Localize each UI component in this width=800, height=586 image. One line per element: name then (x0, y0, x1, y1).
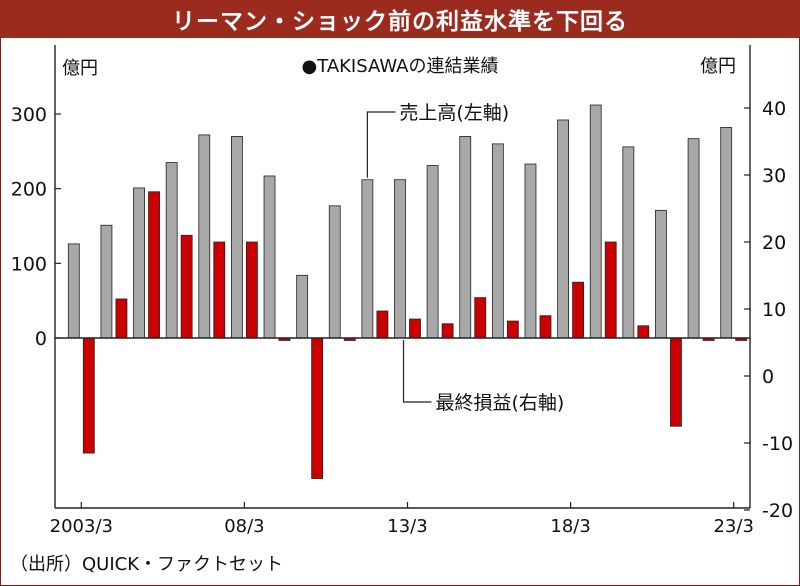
bar-sales (524, 163, 537, 339)
bar-profit (311, 337, 324, 479)
bar-sales (557, 119, 569, 339)
bar-sales (687, 138, 700, 339)
bar-sales (263, 175, 276, 339)
right-tick-label: -20 (762, 500, 793, 522)
x-tick-label: 08/3 (224, 516, 264, 537)
annotation-leader-sales (366, 111, 396, 178)
right-unit-label: 億円 (700, 56, 736, 77)
bar-profit (409, 318, 421, 339)
bar-profit (604, 241, 617, 339)
right-tick-label: 40 (762, 98, 786, 120)
bar-profit (376, 310, 389, 339)
bar-sales (361, 179, 374, 339)
bar-profit (213, 241, 226, 339)
right-tick-label: 30 (762, 165, 786, 187)
left-tick-label: 200 (11, 179, 47, 201)
bar-profit (539, 315, 552, 339)
bar-sales (622, 146, 635, 339)
header-title: リーマン・ショック前の利益水準を下回る (0, 0, 800, 38)
bar-profit (506, 320, 519, 339)
annotation-sales: 売上高(左軸) (399, 102, 509, 124)
bar-profit (148, 191, 160, 339)
annotation-profit: 最終損益(右軸) (436, 392, 565, 414)
bar-sales (589, 104, 602, 339)
left-tick-label: 100 (11, 253, 47, 275)
bar-sales (100, 224, 113, 339)
bar-sales (296, 274, 309, 339)
x-tick-label: 18/3 (550, 516, 590, 537)
right-tick-label: -10 (762, 433, 793, 455)
bar-sales (720, 127, 733, 339)
left-tick-label: 0 (35, 328, 47, 350)
bar-profit (115, 298, 128, 339)
left-unit-label: 億円 (62, 58, 98, 79)
bar-profit (637, 325, 650, 339)
bar-profit (82, 337, 95, 454)
bar-profit (180, 234, 193, 339)
bar-sales (328, 205, 341, 339)
bar-sales (426, 165, 439, 339)
x-tick-label: 23/3 (713, 516, 753, 537)
right-tick-label: 10 (762, 299, 786, 321)
left-tick-label: 300 (11, 104, 47, 126)
chart-title: ●TAKISAWAの連結業績 (302, 56, 499, 77)
annotation-leader-profit (402, 340, 432, 403)
bar-sales (459, 135, 472, 339)
x-tick-label: 13/3 (387, 516, 427, 537)
bar-sales (198, 134, 211, 339)
bar-profit (670, 337, 682, 427)
right-tick-label: 0 (762, 366, 774, 388)
bar-profit (441, 323, 454, 339)
bar-profit (474, 297, 487, 339)
plot-area: 0 100 200 300 -20 -10 0 10 20 30 40 2003/3 08/3 13/3 1… (11, 45, 793, 537)
bar-sales (655, 209, 667, 339)
bar-sales (67, 243, 80, 339)
right-tick-label: 20 (762, 232, 786, 254)
x-tick-label: 2003/3 (50, 516, 113, 537)
bar-profit (246, 241, 258, 339)
bar-sales (491, 143, 504, 339)
bar-sales (394, 179, 406, 339)
bar-sales (133, 187, 145, 339)
bar-profit (572, 281, 584, 339)
source-note: （出所）QUICK・ファクトセット (10, 554, 284, 575)
bar-sales (165, 162, 178, 339)
bar-sales (231, 135, 243, 339)
